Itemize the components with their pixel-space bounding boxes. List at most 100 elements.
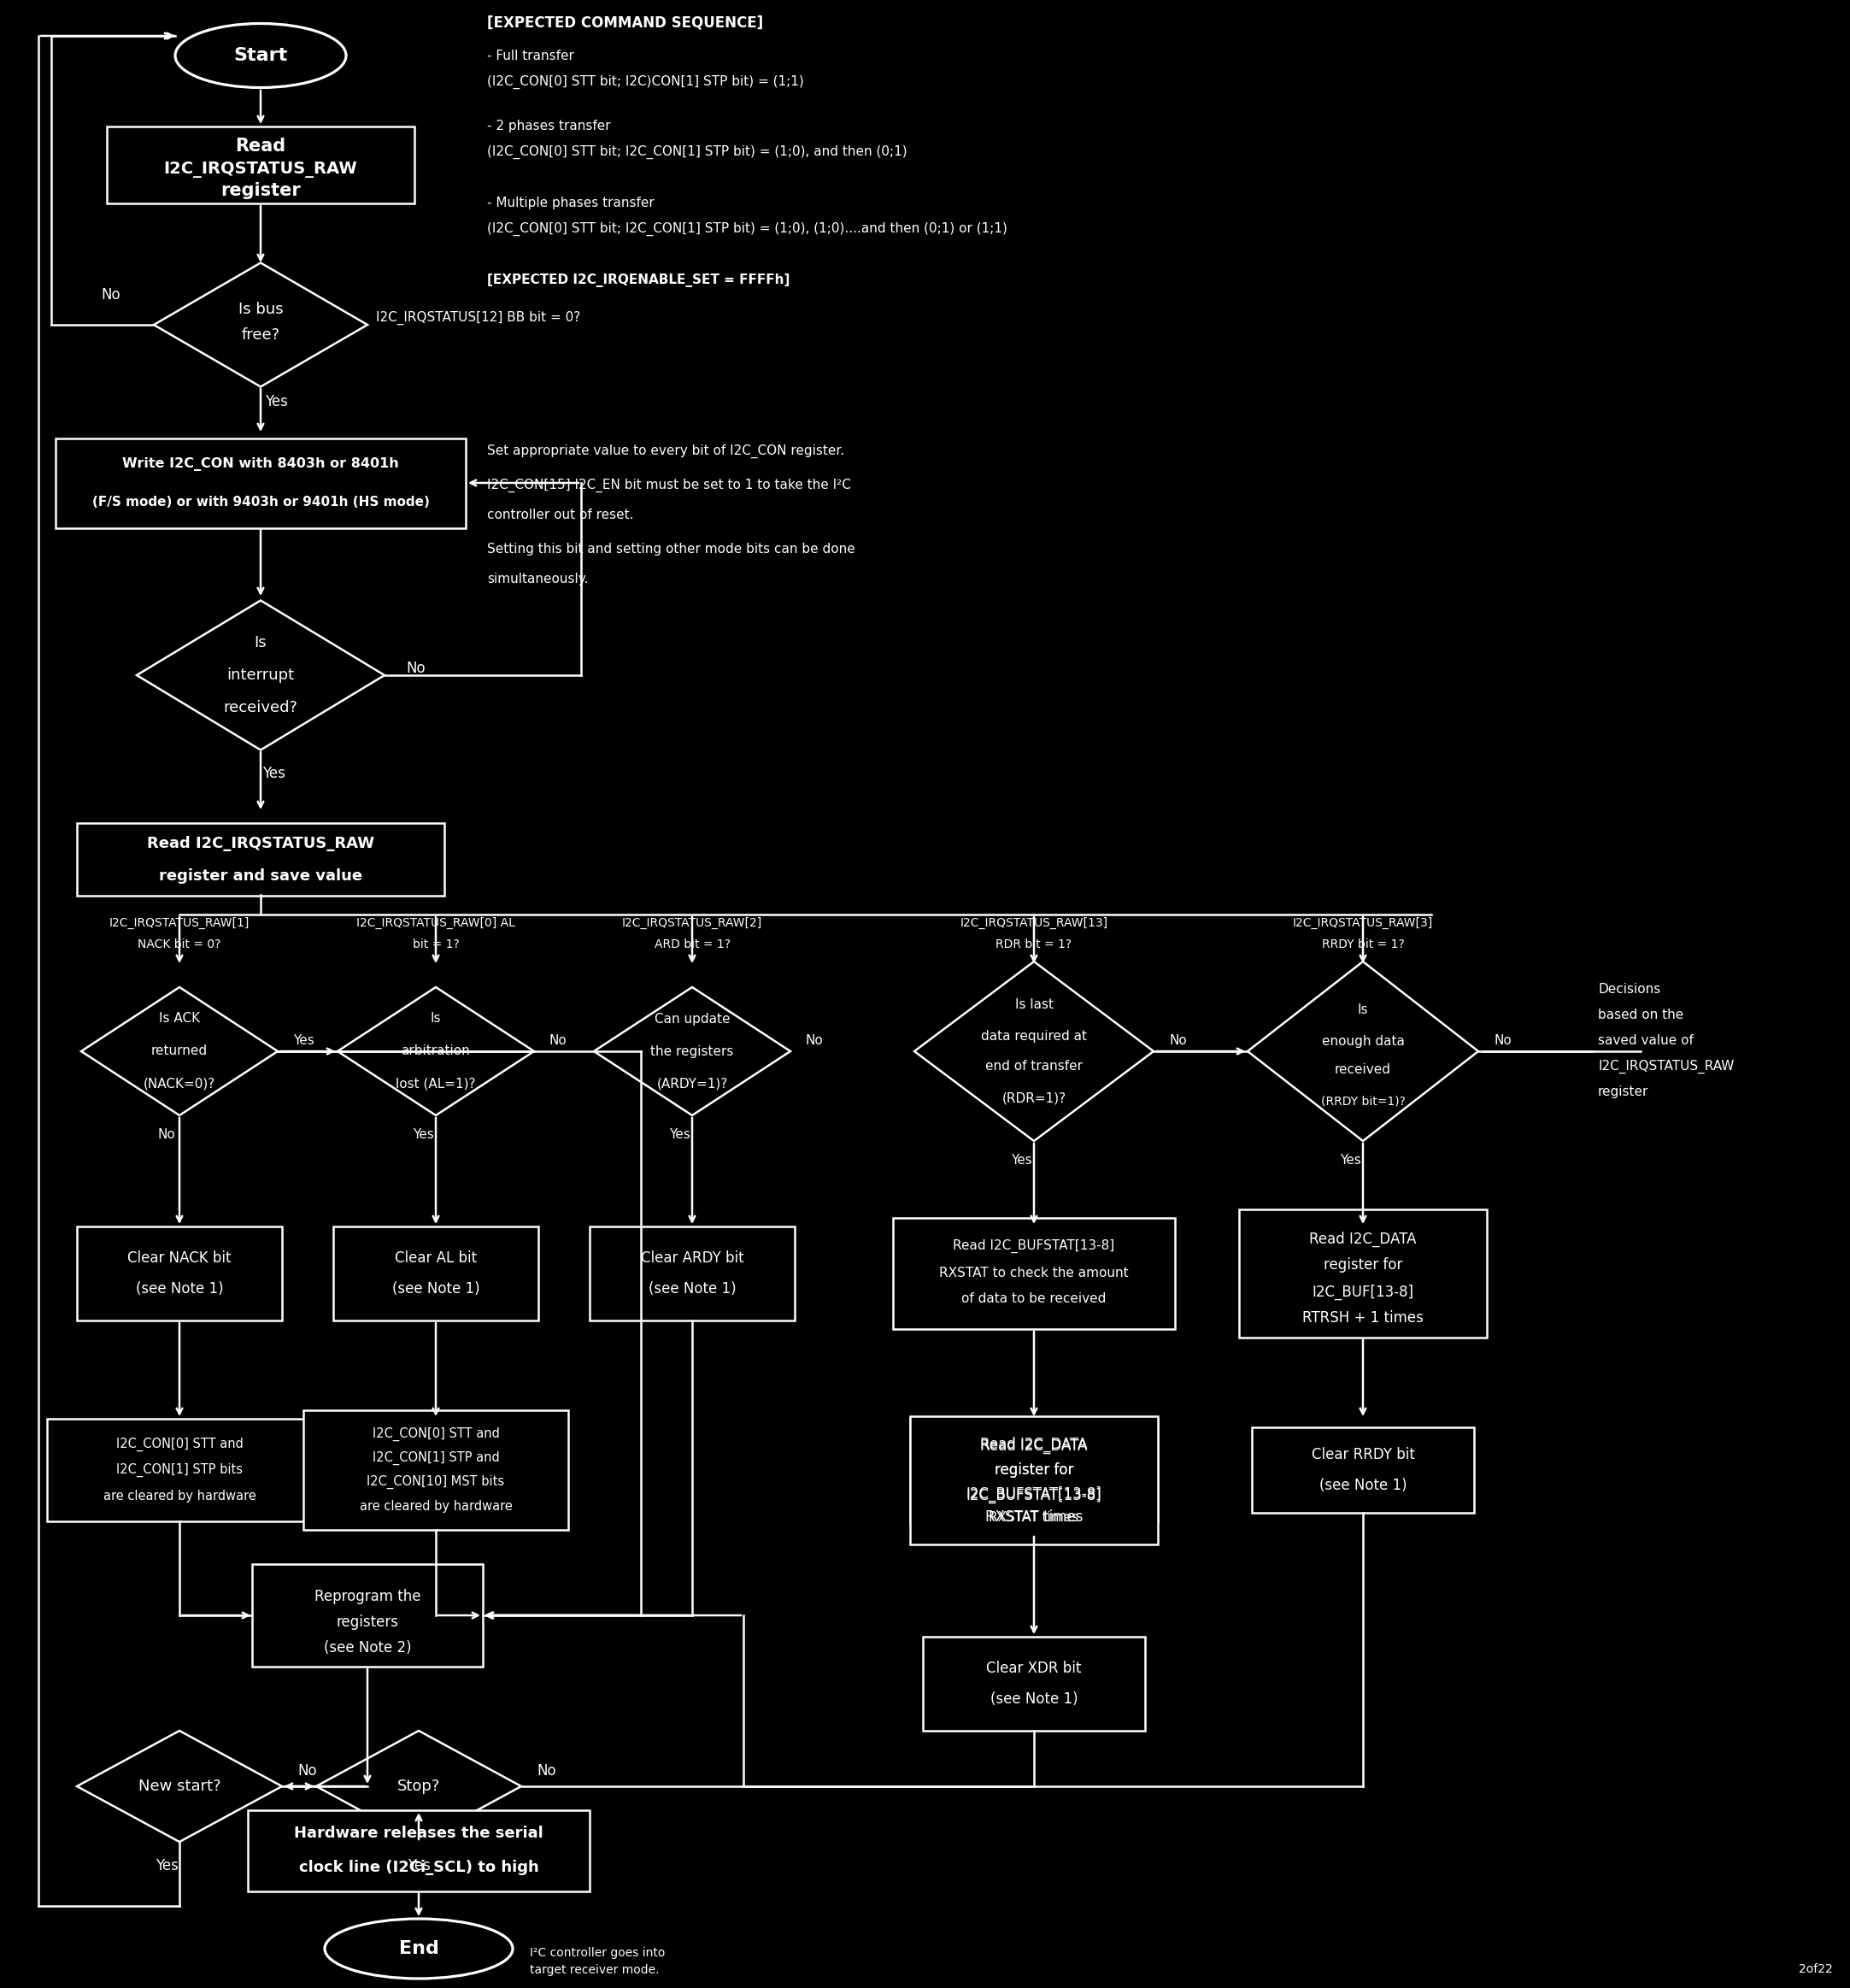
Text: (ARDY=1)?: (ARDY=1)? xyxy=(657,1077,727,1089)
Text: Is bus: Is bus xyxy=(239,302,283,318)
Text: End: End xyxy=(400,1940,438,1958)
Text: - Multiple phases transfer: - Multiple phases transfer xyxy=(487,197,655,209)
Polygon shape xyxy=(46,1419,313,1521)
Text: I²C controller goes into: I²C controller goes into xyxy=(529,1946,666,1958)
Text: (F/S mode) or with 9403h or 9401h (HS mode): (F/S mode) or with 9403h or 9401h (HS mo… xyxy=(92,495,429,509)
Polygon shape xyxy=(914,962,1154,1141)
Text: Clear ARDY bit: Clear ARDY bit xyxy=(640,1250,744,1266)
Text: Is last: Is last xyxy=(1014,998,1053,1010)
Ellipse shape xyxy=(326,1918,512,1978)
Text: Is: Is xyxy=(255,634,266,650)
Polygon shape xyxy=(910,1415,1158,1545)
Text: RXSTAT times: RXSTAT times xyxy=(984,1509,1082,1525)
Text: RXSTAT to check the amount: RXSTAT to check the amount xyxy=(940,1266,1128,1280)
Text: (see Note 1): (see Note 1) xyxy=(648,1280,736,1296)
Text: clock line (I2Ci_SCL) to high: clock line (I2Ci_SCL) to high xyxy=(298,1861,538,1875)
Text: Read I2C_DATA: Read I2C_DATA xyxy=(1310,1231,1417,1246)
Text: (see Note 1): (see Note 1) xyxy=(990,1692,1079,1708)
Text: (RDR=1)?: (RDR=1)? xyxy=(1003,1091,1066,1105)
Text: Start: Start xyxy=(233,48,287,64)
Text: Clear AL bit: Clear AL bit xyxy=(394,1250,477,1266)
Text: - Full transfer: - Full transfer xyxy=(487,50,574,62)
Text: I2C_CON[15] I2C_EN bit must be set to 1 to take the I²C: I2C_CON[15] I2C_EN bit must be set to 1 … xyxy=(487,479,851,493)
Text: register: register xyxy=(220,183,302,199)
Polygon shape xyxy=(137,600,385,749)
Text: Is: Is xyxy=(431,1012,440,1026)
Text: I2C_CON[0] STT and: I2C_CON[0] STT and xyxy=(117,1437,242,1451)
Text: I2C_IRQSTATUS_RAW[2]: I2C_IRQSTATUS_RAW[2] xyxy=(622,916,762,928)
Text: I2C_IRQSTATUS_RAW[13]: I2C_IRQSTATUS_RAW[13] xyxy=(960,916,1108,928)
Text: (see Note 2): (see Note 2) xyxy=(324,1640,411,1656)
Text: I2C_CON[1] STP and: I2C_CON[1] STP and xyxy=(372,1451,500,1465)
Text: I2C_CON[0] STT and: I2C_CON[0] STT and xyxy=(372,1427,500,1441)
Text: bit = 1?: bit = 1? xyxy=(413,938,459,950)
Text: Yes: Yes xyxy=(668,1127,690,1141)
Text: (I2C_CON[0] STT bit; I2C_CON[1] STP bit) = (1;0), (1;0)....and then (0;1) or (1;: (I2C_CON[0] STT bit; I2C_CON[1] STP bit)… xyxy=(487,223,1008,237)
Text: Reprogram the: Reprogram the xyxy=(315,1588,420,1604)
Text: Can update: Can update xyxy=(655,1012,731,1026)
Text: Set appropriate value to every bit of I2C_CON register.: Set appropriate value to every bit of I2… xyxy=(487,445,844,459)
Text: Yes: Yes xyxy=(1339,1153,1362,1167)
Text: (I2C_CON[0] STT bit; I2C_CON[1] STP bit) = (1;0), and then (0;1): (I2C_CON[0] STT bit; I2C_CON[1] STP bit)… xyxy=(487,145,906,159)
Text: (see Note 1): (see Note 1) xyxy=(392,1280,479,1296)
Text: free?: free? xyxy=(240,328,279,342)
Text: Yes: Yes xyxy=(155,1859,178,1873)
Text: I2C_BUFSTAT[13-8]: I2C_BUFSTAT[13-8] xyxy=(966,1487,1103,1503)
Text: Yes: Yes xyxy=(265,394,287,410)
Text: ARD bit = 1?: ARD bit = 1? xyxy=(655,938,731,950)
Polygon shape xyxy=(333,1227,538,1320)
Text: registers: registers xyxy=(337,1614,398,1630)
Text: Yes: Yes xyxy=(407,1859,431,1873)
Text: 2of22: 2of22 xyxy=(1798,1964,1833,1976)
Text: No: No xyxy=(405,660,426,676)
Text: I2C_IRQSTATUS_RAW[3]: I2C_IRQSTATUS_RAW[3] xyxy=(1293,916,1434,928)
Text: I2C_BUFSTAT[13-8]: I2C_BUFSTAT[13-8] xyxy=(966,1487,1103,1501)
Text: No: No xyxy=(298,1763,316,1779)
Text: register and save value: register and save value xyxy=(159,869,363,885)
Text: lost (AL=1)?: lost (AL=1)? xyxy=(396,1077,475,1089)
Text: I2C_IRQSTATUS_RAW: I2C_IRQSTATUS_RAW xyxy=(165,161,357,177)
Text: end of transfer: end of transfer xyxy=(986,1060,1082,1074)
Text: controller out of reset.: controller out of reset. xyxy=(487,509,633,521)
Polygon shape xyxy=(78,1227,281,1320)
Text: Setting this bit and setting other mode bits can be done: Setting this bit and setting other mode … xyxy=(487,543,855,555)
Text: RTRSH + 1 times: RTRSH + 1 times xyxy=(1302,1310,1423,1326)
Text: (see Note 1): (see Note 1) xyxy=(135,1280,224,1296)
Text: (NACK=0)?: (NACK=0)? xyxy=(144,1077,215,1089)
Polygon shape xyxy=(107,127,414,203)
Text: register for: register for xyxy=(995,1463,1073,1477)
Polygon shape xyxy=(1240,1209,1487,1338)
Text: Yes: Yes xyxy=(413,1127,433,1141)
Text: returned: returned xyxy=(152,1046,207,1058)
Polygon shape xyxy=(590,1227,796,1320)
Polygon shape xyxy=(316,1732,522,1841)
Text: No: No xyxy=(549,1034,568,1048)
Text: enough data: enough data xyxy=(1321,1034,1404,1048)
Polygon shape xyxy=(303,1409,568,1531)
Text: interrupt: interrupt xyxy=(228,668,294,684)
Text: saved value of: saved value of xyxy=(1598,1034,1693,1048)
Text: Clear NACK bit: Clear NACK bit xyxy=(128,1250,231,1266)
Text: - 2 phases transfer: - 2 phases transfer xyxy=(487,119,611,133)
Text: Clear RRDY bit: Clear RRDY bit xyxy=(1312,1447,1415,1463)
Text: of data to be received: of data to be received xyxy=(962,1292,1106,1306)
Text: Read I2C_DATA: Read I2C_DATA xyxy=(981,1439,1088,1453)
Text: I2C_IRQSTATUS_RAW[1]: I2C_IRQSTATUS_RAW[1] xyxy=(109,916,250,928)
Text: No: No xyxy=(1493,1034,1511,1048)
Text: data required at: data required at xyxy=(981,1030,1088,1042)
Text: Yes: Yes xyxy=(292,1034,315,1048)
Polygon shape xyxy=(1247,962,1478,1141)
Text: No: No xyxy=(157,1127,176,1141)
Text: Yes: Yes xyxy=(1010,1153,1032,1167)
Text: Clear XDR bit: Clear XDR bit xyxy=(986,1660,1082,1676)
Text: Write I2C_CON with 8403h or 8401h: Write I2C_CON with 8403h or 8401h xyxy=(122,457,400,471)
Text: Read I2C_DATA: Read I2C_DATA xyxy=(981,1437,1088,1451)
Text: RRDY bit = 1?: RRDY bit = 1? xyxy=(1321,938,1404,950)
Text: register for: register for xyxy=(1323,1256,1402,1272)
Ellipse shape xyxy=(176,24,346,87)
Text: I2C_CON[10] MST bits: I2C_CON[10] MST bits xyxy=(366,1475,505,1489)
Text: Hardware releases the serial: Hardware releases the serial xyxy=(294,1825,544,1841)
Text: register: register xyxy=(1598,1085,1648,1097)
Polygon shape xyxy=(56,437,466,527)
Polygon shape xyxy=(78,823,444,895)
